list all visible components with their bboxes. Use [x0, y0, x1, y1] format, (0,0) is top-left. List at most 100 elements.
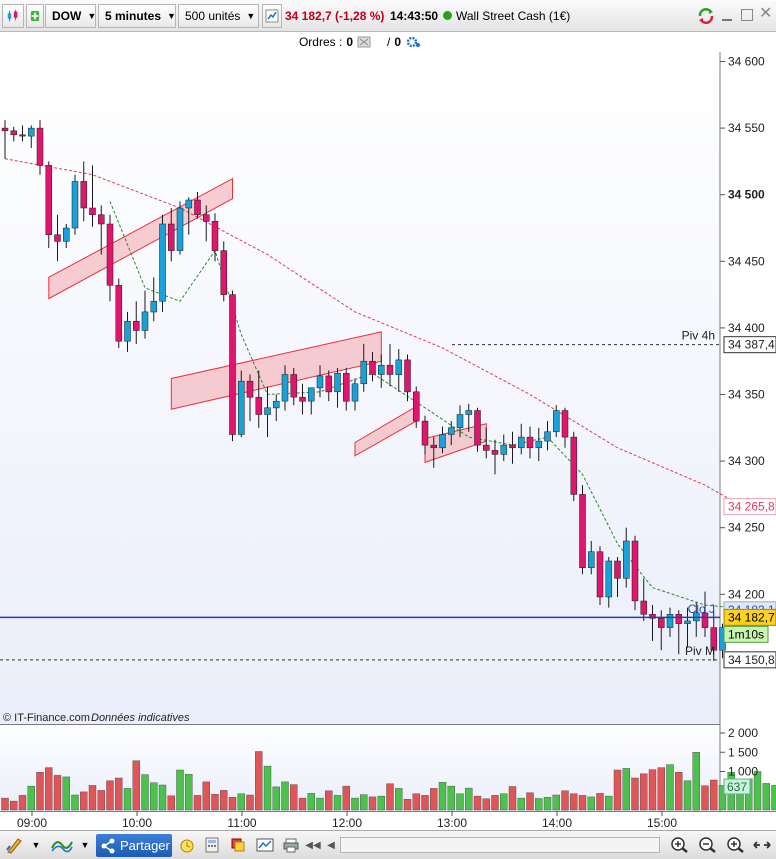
instrument-icon-button[interactable] — [262, 4, 282, 28]
candle-body — [701, 612, 709, 628]
volume-bar — [421, 795, 429, 811]
candle-body — [421, 420, 429, 446]
candle-body — [211, 221, 219, 251]
layers-icon[interactable] — [226, 834, 250, 856]
price-tick-label: 34 300 — [728, 454, 765, 468]
add-icon[interactable] — [26, 4, 44, 28]
candle — [614, 557, 621, 597]
volume-tick-label: 1 000 — [728, 765, 758, 779]
pencil-tools-icon[interactable] — [3, 834, 27, 856]
volume-bar — [342, 785, 350, 811]
candle-body — [684, 620, 691, 624]
volume-bar — [10, 800, 18, 811]
volume-tick-label: 1 500 — [728, 745, 758, 759]
orders-count-b: 0 — [394, 35, 402, 49]
candle — [518, 423, 525, 455]
volume-bar — [27, 785, 35, 811]
candle — [71, 174, 79, 235]
volume-bar — [316, 797, 324, 811]
candle-body — [614, 560, 621, 579]
volume-bar — [228, 797, 237, 811]
candle — [159, 214, 166, 312]
price-tick-label: 34 200 — [728, 587, 765, 601]
candlestick-type-icon[interactable] — [2, 4, 24, 28]
price-axis: 34 600 34 550 34 500 34 450 34 400 34 350 34 3… — [720, 55, 765, 601]
candle-body — [80, 181, 88, 209]
candle — [553, 405, 560, 438]
orders-separator: / — [387, 35, 391, 49]
candle — [465, 403, 473, 432]
volume-bar — [500, 793, 508, 811]
orders-clear-icon[interactable] — [357, 36, 371, 48]
share-button[interactable]: Partager — [96, 834, 172, 857]
units-select[interactable]: 500 unités ▼ — [178, 4, 259, 28]
compare-chart-icon[interactable] — [253, 834, 277, 856]
candle-body — [238, 380, 245, 435]
price-tick-label: 34 450 — [728, 254, 765, 268]
candle — [360, 343, 368, 392]
zoom-in-alt-icon[interactable] — [668, 834, 692, 856]
candle-body — [526, 436, 534, 449]
candle — [491, 439, 499, 475]
candle-body — [150, 301, 158, 313]
pivot-4h-tag: 34 387,4 — [723, 336, 776, 354]
time-tick-label: 10:00 — [122, 816, 152, 830]
scroll-far-left-icon[interactable]: ◀◀ — [305, 839, 321, 851]
candle — [281, 365, 289, 411]
indicators-icon[interactable] — [50, 834, 74, 856]
close-icon[interactable]: ✕ — [759, 5, 773, 22]
volume-bar — [596, 793, 604, 811]
candle — [386, 343, 394, 387]
candle-body — [45, 165, 53, 235]
volume-bar — [237, 793, 246, 811]
candle — [19, 125, 26, 142]
candle-body — [535, 440, 543, 449]
bottom-toolbar: ▼ ▼ Partager ◀◀ ◀ — [0, 830, 776, 859]
scroll-left-icon[interactable]: ◀ — [327, 839, 335, 851]
volume-bar — [97, 790, 106, 811]
calculator-icon[interactable] — [200, 834, 224, 856]
chevron-down-icon[interactable]: ▼ — [31, 840, 41, 850]
zoom-out-icon[interactable] — [696, 834, 720, 856]
price-tick-label: 34 500 — [728, 188, 765, 202]
ma-long-tag-text: 34 265,8 — [728, 500, 775, 514]
candle-body — [491, 450, 499, 455]
volume-bar — [281, 781, 289, 811]
symbol-select[interactable]: DOW ▼ — [45, 4, 96, 28]
volume-bar — [132, 760, 141, 811]
volume-bar — [710, 779, 718, 811]
chevron-down-icon[interactable]: ▼ — [80, 840, 90, 850]
candle — [413, 386, 420, 428]
horizontal-scrollbar[interactable] — [340, 837, 660, 853]
candle-body — [413, 391, 420, 422]
volume-bar — [701, 785, 709, 811]
candle-body — [10, 130, 18, 136]
alarm-icon[interactable] — [175, 834, 199, 856]
zoom-in-icon[interactable] — [724, 834, 748, 856]
candle-body — [710, 627, 718, 651]
time-tick-label: 11:00 — [227, 816, 256, 830]
candle-body — [28, 127, 35, 137]
print-icon[interactable] — [279, 834, 303, 856]
chevron-down-icon: ▼ — [246, 11, 256, 21]
candle — [649, 605, 656, 641]
candle — [404, 354, 411, 402]
candle-body — [63, 227, 70, 242]
interval-select[interactable]: 5 minutes ▼ — [98, 4, 176, 28]
candle-body — [71, 181, 79, 229]
symbol-value: DOW — [52, 9, 82, 23]
refresh-icon[interactable] — [696, 7, 716, 25]
candle — [378, 354, 385, 388]
candle — [343, 367, 350, 411]
fit-chart-icon[interactable] — [751, 834, 773, 856]
candle — [54, 214, 61, 262]
volume-bar — [640, 773, 648, 811]
maximize-icon[interactable] — [741, 9, 753, 21]
minimize-icon[interactable] — [722, 9, 734, 21]
gear-icon[interactable] — [405, 35, 421, 49]
candle-body — [1, 127, 9, 132]
time-tick-label: 15:00 — [647, 816, 677, 830]
volume-bar — [211, 794, 219, 811]
volume-bar — [298, 797, 307, 811]
